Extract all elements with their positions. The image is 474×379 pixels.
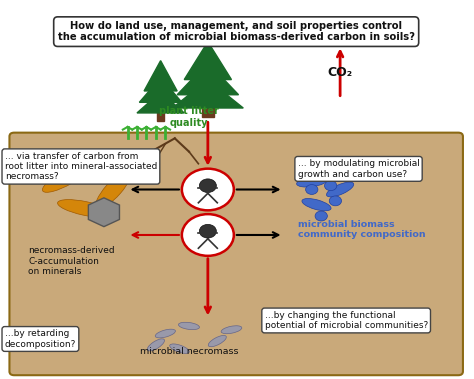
- Circle shape: [182, 169, 234, 210]
- Ellipse shape: [208, 335, 227, 347]
- Ellipse shape: [42, 164, 90, 192]
- Polygon shape: [137, 92, 184, 113]
- Circle shape: [200, 179, 216, 193]
- FancyBboxPatch shape: [9, 133, 463, 375]
- Circle shape: [306, 185, 318, 194]
- Ellipse shape: [297, 177, 327, 187]
- Polygon shape: [184, 42, 231, 80]
- Text: microbial biomass
community composition: microbial biomass community composition: [298, 220, 425, 239]
- Ellipse shape: [96, 171, 131, 208]
- Text: ... by modulating microbial
growth and carbon use?: ... by modulating microbial growth and c…: [298, 159, 419, 179]
- Text: ...by retarding
decomposition?: ...by retarding decomposition?: [5, 329, 76, 349]
- Text: CO₂: CO₂: [328, 66, 353, 78]
- Circle shape: [315, 211, 328, 221]
- Ellipse shape: [178, 322, 200, 330]
- Ellipse shape: [147, 339, 164, 351]
- Circle shape: [200, 224, 216, 238]
- Polygon shape: [173, 80, 243, 108]
- Circle shape: [182, 214, 234, 256]
- Bar: [202, 95, 213, 117]
- Text: microbial necromass: microbial necromass: [140, 347, 238, 356]
- Ellipse shape: [155, 329, 175, 338]
- Text: ... via transfer of carbon from
root litter into mineral-associated
necromass?: ... via transfer of carbon from root lit…: [5, 152, 157, 182]
- Circle shape: [329, 196, 342, 206]
- Ellipse shape: [170, 344, 189, 354]
- Text: ...by changing the functional
potential of microbial communities?: ...by changing the functional potential …: [264, 311, 428, 330]
- Polygon shape: [177, 63, 238, 95]
- Bar: [157, 104, 164, 121]
- Ellipse shape: [221, 326, 242, 334]
- Circle shape: [325, 181, 337, 191]
- Ellipse shape: [302, 199, 331, 211]
- Polygon shape: [139, 78, 182, 102]
- Ellipse shape: [57, 200, 112, 217]
- Ellipse shape: [327, 182, 354, 197]
- Text: necromass-derived
C-accumulation
on minerals: necromass-derived C-accumulation on mine…: [28, 246, 115, 276]
- Polygon shape: [144, 61, 177, 91]
- Text: plant litter
quality: plant litter quality: [159, 106, 219, 128]
- Text: How do land use, management, and soil properties control
the accumulation of mic: How do land use, management, and soil pr…: [58, 21, 415, 42]
